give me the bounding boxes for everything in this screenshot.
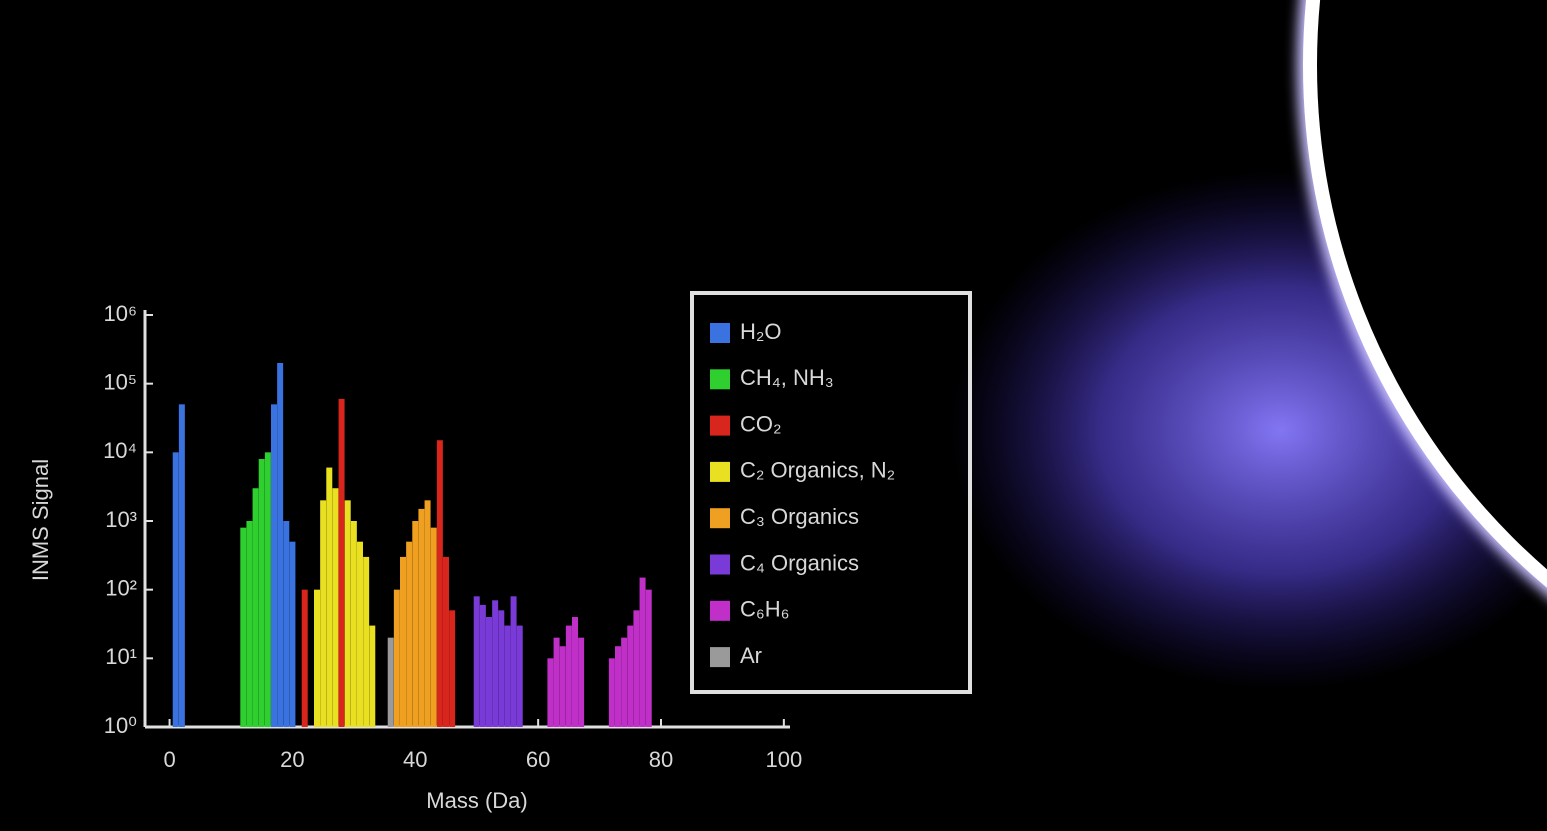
bar (492, 600, 498, 727)
bar (425, 500, 431, 727)
bar (609, 658, 615, 727)
bar (511, 596, 517, 727)
bar (332, 488, 338, 727)
y-axis-label: INMS Signal (28, 459, 53, 581)
bar (345, 500, 351, 727)
bar (289, 542, 295, 727)
legend-label: H₂O (740, 319, 782, 344)
legend-swatch (710, 508, 730, 528)
x-tick-label: 20 (280, 747, 304, 772)
legend-label: Ar (740, 643, 762, 668)
y-tick-label: 10⁶ (103, 301, 137, 326)
y-tick-label: 10³ (105, 507, 137, 532)
bar (271, 404, 277, 727)
bar (369, 626, 375, 727)
bar (449, 610, 455, 727)
legend-swatch (710, 369, 730, 389)
bar (339, 399, 345, 727)
bar (480, 605, 486, 727)
y-tick-label: 10⁵ (103, 369, 137, 394)
bar (320, 500, 326, 727)
x-tick-label: 40 (403, 747, 427, 772)
bar (572, 617, 578, 727)
x-tick-label: 100 (765, 747, 802, 772)
bar (302, 590, 308, 727)
bar (560, 646, 566, 727)
bar (173, 452, 179, 727)
bar (400, 557, 406, 727)
bar (326, 468, 332, 727)
bar (566, 626, 572, 727)
x-axis-label: Mass (Da) (426, 788, 527, 813)
bar (246, 521, 252, 727)
legend-swatch (710, 647, 730, 667)
bar (240, 528, 246, 727)
y-tick-label: 10¹ (105, 644, 137, 669)
bar (578, 638, 584, 727)
bar (406, 542, 412, 727)
bar (253, 488, 259, 727)
bar (363, 557, 369, 727)
bar (412, 521, 418, 727)
bar (554, 638, 560, 727)
bar (486, 617, 492, 727)
bar (627, 626, 633, 727)
legend-swatch (710, 323, 730, 343)
y-tick-label: 10⁴ (103, 438, 137, 463)
bar (646, 590, 652, 727)
x-tick-label: 60 (526, 747, 550, 772)
x-tick-label: 80 (649, 747, 673, 772)
bar (418, 509, 424, 727)
bar (265, 452, 271, 727)
legend-swatch (710, 601, 730, 621)
bar (547, 658, 553, 727)
bar (431, 528, 437, 727)
legend-label: C₃ Organics (740, 504, 859, 529)
legend-label: CO₂ (740, 411, 782, 436)
bar (259, 459, 265, 727)
legend-label: CH₄, NH₃ (740, 365, 834, 390)
y-tick-label: 10⁰ (104, 713, 137, 738)
page: INMS Signal Mass (Da) 10⁰ 10¹ 10² 10³ 10⁴ 10⁵… (0, 0, 1547, 831)
y-tick-label: 10² (105, 575, 137, 600)
bar (498, 610, 504, 727)
bar (351, 521, 357, 727)
bar (621, 638, 627, 727)
x-tick-label: 0 (163, 747, 175, 772)
bar (357, 542, 363, 727)
bar (277, 363, 283, 727)
chart: INMS Signal Mass (Da) 10⁰ 10¹ 10² 10³ 10⁴ 10⁵… (0, 0, 1547, 831)
legend-swatch (710, 555, 730, 575)
legend-label: C₂ Organics, N₂ (740, 458, 895, 483)
legend-swatch (710, 416, 730, 436)
bar (437, 440, 443, 727)
bar (388, 638, 394, 727)
bar (474, 596, 480, 727)
bar (283, 521, 289, 727)
bar (615, 646, 621, 727)
bar (633, 610, 639, 727)
bar (394, 590, 400, 727)
legend-swatch (710, 462, 730, 482)
bar (517, 626, 523, 727)
bar (314, 590, 320, 727)
legend-label: C₄ Organics (740, 550, 859, 575)
bar (443, 557, 449, 727)
legend-label: C₆H₆ (740, 597, 790, 622)
bar (179, 404, 185, 727)
bar (504, 626, 510, 727)
bar (640, 578, 646, 727)
